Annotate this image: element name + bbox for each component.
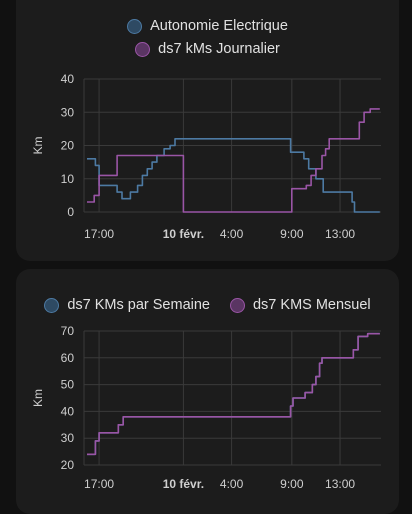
legend-label: ds7 KMS Mensuel	[252, 297, 371, 313]
legend-color-dot	[127, 18, 143, 34]
y-tick-label: 40	[61, 72, 75, 86]
legend-item-mensuel[interactable]: ds7 KMS Mensuel	[229, 297, 371, 313]
x-tick-label: 4:00	[220, 227, 244, 241]
y-tick-label: 50	[61, 378, 75, 392]
line-chart-autonomie-journalier[interactable]: 0 10 20 30 40 17:00 10 févr. 4:00 9:00 13:00 Km	[16, 0, 399, 261]
series-line-1[interactable]	[87, 108, 380, 213]
y-tick-label: 20	[61, 139, 75, 153]
y-tick-label: 30	[61, 105, 75, 119]
chart-legend: ds7 KMs par Semaine ds7 KMS Mensuel	[16, 297, 399, 313]
legend-item-journalier[interactable]: ds7 kMs Journalier	[135, 41, 280, 57]
y-tick-label: 0	[67, 205, 74, 219]
x-tick-label: 13:00	[325, 477, 355, 491]
y-tick-label: 70	[61, 324, 75, 338]
y-tick-label: 60	[61, 351, 75, 365]
series-line-1[interactable]	[87, 332, 380, 456]
legend-label: Autonomie Electrique	[150, 18, 288, 34]
line-chart-semaine-mensuel[interactable]: 20 30 40 50 60 70 17:00 10 févr. 4:00 9:00 13:00 Km	[16, 269, 399, 514]
y-tick-label: 20	[61, 458, 75, 472]
x-tick-label: 17:00	[84, 227, 114, 241]
legend-color-dot	[229, 297, 245, 313]
series-line-0[interactable]	[87, 138, 380, 213]
x-tick-label: 9:00	[280, 477, 304, 491]
x-tick-label: 13:00	[325, 227, 355, 241]
y-tick-label: 40	[61, 404, 75, 418]
y-tick-label: 10	[61, 172, 75, 186]
x-tick-label: 10 févr.	[163, 227, 204, 241]
legend-label: ds7 KMs par Semaine	[67, 297, 210, 313]
x-tick-label: 4:00	[220, 477, 244, 491]
y-axis-label: Km	[31, 136, 45, 154]
x-tick-label: 17:00	[84, 477, 114, 491]
x-tick-label: 10 févr.	[163, 477, 204, 491]
legend-label: ds7 kMs Journalier	[158, 41, 280, 57]
history-card-semaine-mensuel: ds7 KMs par Semaine ds7 KMS Mensuel 20 30…	[16, 269, 399, 514]
x-tick-label: 9:00	[280, 227, 304, 241]
legend-item-semaine[interactable]: ds7 KMs par Semaine	[44, 297, 210, 313]
chart-legend: Autonomie Electrique ds7 kMs Journalier	[16, 18, 399, 57]
series-line-0[interactable]	[87, 332, 380, 456]
legend-color-dot	[135, 41, 151, 57]
y-tick-label: 30	[61, 431, 75, 445]
y-axis-label: Km	[31, 389, 45, 407]
legend-color-dot	[44, 297, 60, 313]
legend-item-autonomie[interactable]: Autonomie Electrique	[127, 18, 288, 34]
history-card-autonomie: Autonomie Electrique ds7 kMs Journalier …	[16, 0, 399, 261]
